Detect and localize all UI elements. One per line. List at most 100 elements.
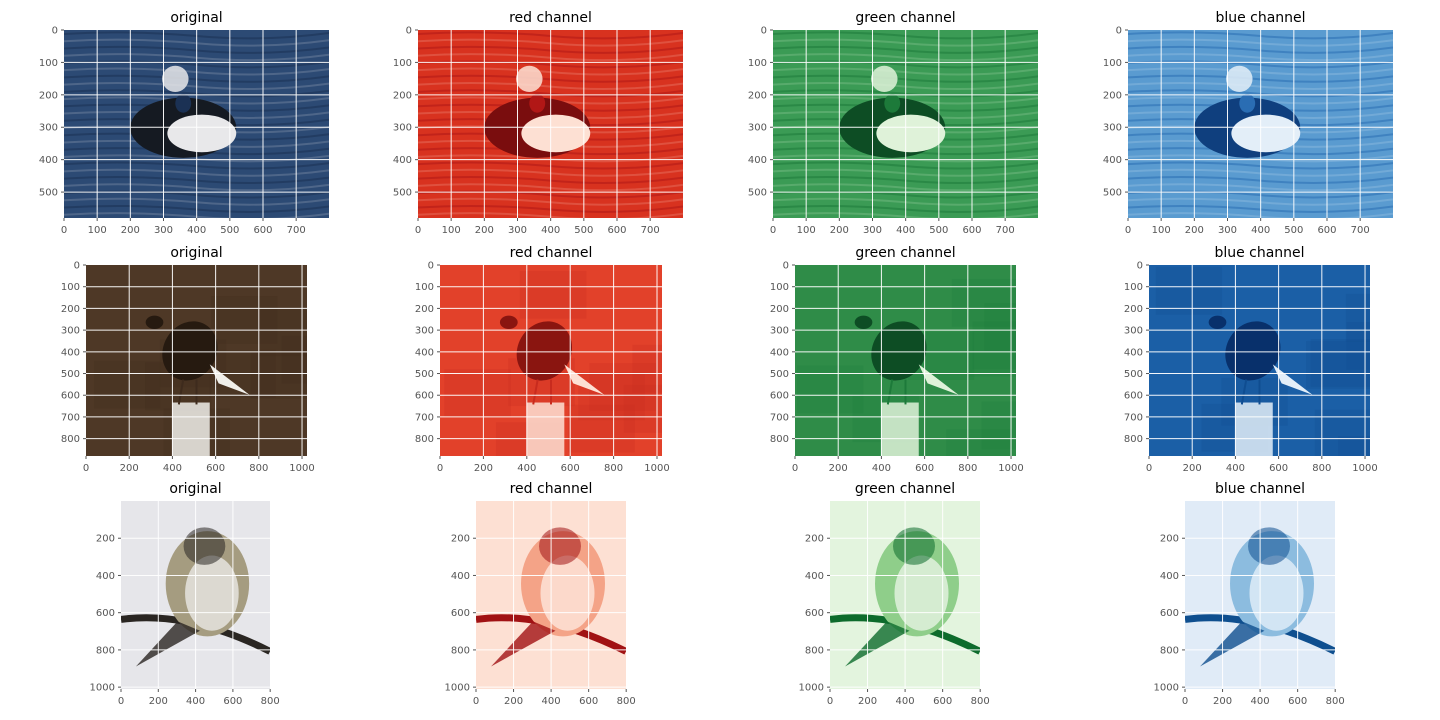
y-tick-label: 100: [393, 58, 412, 69]
y-tick-label: 300: [1103, 123, 1122, 134]
x-tick-label: 0: [792, 463, 798, 474]
y-tick-label: 200: [1124, 304, 1143, 315]
x-tick-label: 800: [261, 696, 280, 707]
x-tick-label: 800: [617, 696, 636, 707]
x-tick-label: 100: [442, 225, 461, 236]
y-tick-label: 0: [52, 26, 58, 37]
x-tick-label: 400: [1226, 463, 1245, 474]
y-tick-label: 300: [1124, 326, 1143, 337]
y-tick-label: 0: [1137, 261, 1143, 272]
x-tick-label: 800: [958, 463, 977, 474]
x-tick-label: 0: [437, 463, 443, 474]
y-tick-label: 200: [748, 90, 767, 101]
subplot-2: 0 100 200 300 400 500 600 700 0 100 200 300 400 500 re…: [393, 10, 683, 236]
y-tick-label: 200: [1103, 90, 1122, 101]
subplot-10: 0 200 400 600 800 200 400 600 800 1000 red channel: [445, 481, 636, 707]
x-tick-label: 800: [604, 463, 623, 474]
y-tick-label: 400: [748, 155, 767, 166]
y-tick-label: 800: [451, 645, 470, 656]
finch-head: [1248, 527, 1290, 565]
finch-belly: [185, 556, 239, 631]
y-tick-label: 300: [61, 326, 80, 337]
y-tick-label: 200: [96, 534, 115, 545]
y-tick-label: 200: [61, 304, 80, 315]
x-tick-label: 600: [915, 463, 934, 474]
x-tick-label: 200: [1183, 463, 1202, 474]
finch-head: [893, 527, 935, 565]
finch-belly: [541, 556, 595, 631]
y-tick-label: 800: [61, 434, 80, 445]
y-tick-label: 0: [406, 26, 412, 37]
hawk-head: [1209, 316, 1227, 329]
background-blotch: [568, 405, 635, 453]
y-tick-label: 300: [393, 123, 412, 134]
x-tick-label: 700: [996, 225, 1015, 236]
background-blotch: [520, 271, 587, 319]
x-tick-label: 400: [542, 696, 561, 707]
y-tick-label: 500: [415, 369, 434, 380]
y-tick-label: 400: [61, 347, 80, 358]
x-tick-label: 200: [1213, 696, 1232, 707]
subplot-3: 0 100 200 300 400 500 600 7000100200300400500gr…: [748, 10, 1038, 236]
x-tick-label: 700: [1351, 225, 1370, 236]
subplot-9: 0 200 400 600 8002004006008001000original: [90, 481, 280, 707]
x-tick-label: 0: [83, 463, 89, 474]
x-tick-label: 0: [118, 696, 124, 707]
subplot-8: 0 200 400 600 800 100001002003004005006007008…: [1124, 245, 1413, 484]
y-tick-label: 500: [1103, 188, 1122, 199]
y-tick-label: 200: [415, 304, 434, 315]
duck-wing: [521, 115, 590, 153]
finch-belly: [1250, 556, 1304, 631]
y-tick-label: 800: [415, 434, 434, 445]
hawk-head: [146, 316, 164, 329]
subplot-title: original: [170, 10, 222, 26]
x-tick-label: 600: [1269, 463, 1288, 474]
x-tick-label: 400: [1251, 225, 1270, 236]
y-tick-label: 400: [770, 347, 789, 358]
y-tick-label: 400: [1160, 571, 1179, 582]
x-tick-label: 0: [770, 225, 776, 236]
subplot-1: 0 100 200 300 400 500 600 700 0 100 200 300 400 500 or…: [39, 10, 329, 236]
x-tick-label: 0: [415, 225, 421, 236]
y-tick-label: 400: [96, 571, 115, 582]
x-tick-label: 200: [475, 225, 494, 236]
y-tick-label: 600: [1124, 391, 1143, 402]
x-tick-label: 600: [1288, 696, 1307, 707]
y-tick-label: 100: [61, 282, 80, 293]
wooden-post: [172, 403, 210, 456]
duck-neck: [884, 94, 900, 113]
x-tick-label: 0: [61, 225, 67, 236]
x-tick-label: 400: [1251, 696, 1270, 707]
x-tick-label: 600: [962, 225, 981, 236]
image-hawk: [1149, 265, 1413, 484]
y-tick-label: 600: [1160, 608, 1179, 619]
finch-belly: [895, 556, 949, 631]
y-tick-label: 300: [748, 123, 767, 134]
subplot-title: original: [169, 481, 221, 497]
subplot-title: blue channel: [1214, 245, 1304, 261]
x-tick-label: 100: [797, 225, 816, 236]
x-tick-label: 1000: [998, 463, 1023, 474]
duck-wing: [876, 115, 945, 153]
x-tick-label: 200: [1185, 225, 1204, 236]
image-hawk: [795, 265, 1051, 477]
y-tick-label: 100: [770, 282, 789, 293]
y-tick-label: 300: [39, 123, 58, 134]
subplot-title: blue channel: [1215, 481, 1305, 497]
y-tick-label: 600: [805, 608, 824, 619]
y-tick-label: 100: [1103, 58, 1122, 69]
subplot-title: green channel: [855, 245, 955, 261]
subplot-title: blue channel: [1215, 10, 1305, 26]
wooden-post: [881, 403, 919, 456]
y-tick-label: 500: [748, 188, 767, 199]
y-tick-label: 400: [805, 571, 824, 582]
x-tick-label: 300: [1218, 225, 1237, 236]
y-tick-label: 200: [770, 304, 789, 315]
duck-neck: [1239, 94, 1255, 113]
x-tick-label: 600: [933, 696, 952, 707]
x-tick-label: 100: [88, 225, 107, 236]
x-tick-label: 500: [1284, 225, 1303, 236]
x-tick-label: 0: [1182, 696, 1188, 707]
x-tick-label: 800: [971, 696, 990, 707]
